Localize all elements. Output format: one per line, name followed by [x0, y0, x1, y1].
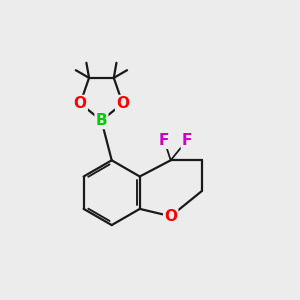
Text: O: O [74, 96, 87, 111]
Text: O: O [116, 96, 129, 111]
Text: F: F [182, 133, 192, 148]
Text: B: B [96, 113, 107, 128]
Text: F: F [159, 133, 169, 148]
Text: O: O [164, 209, 177, 224]
